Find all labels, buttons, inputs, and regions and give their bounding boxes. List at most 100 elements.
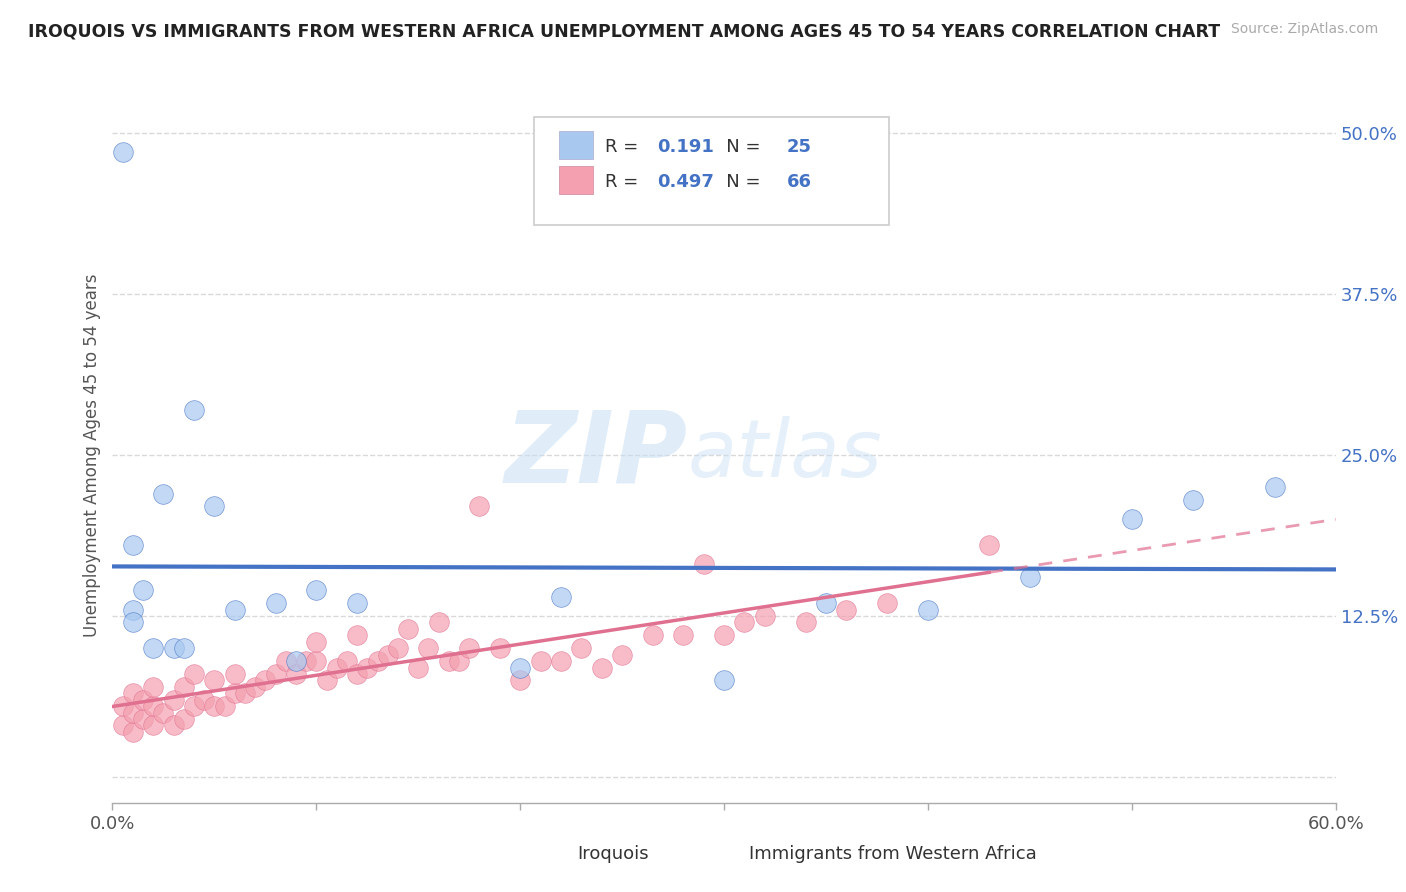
Point (1121, 512, 1143, 526)
Point (387, 641, 409, 656)
Text: R =: R = (606, 173, 644, 191)
Point (437, 654, 460, 668)
Point (835, 602, 858, 616)
Point (142, 641, 165, 656)
FancyBboxPatch shape (560, 131, 593, 159)
Point (979, 538, 1001, 552)
Text: 0.497: 0.497 (657, 173, 714, 191)
FancyBboxPatch shape (560, 166, 593, 194)
Point (264, 596, 287, 610)
Point (356, 660, 378, 674)
Point (163, 692, 186, 706)
Point (254, 673, 277, 688)
Point (427, 615, 450, 630)
Point (529, 654, 551, 668)
Point (713, 628, 735, 642)
Text: IROQUOIS VS IMMIGRANTS FROM WESTERN AFRICA UNEMPLOYMENT AMONG AGES 45 TO 54 YEAR: IROQUOIS VS IMMIGRANTS FROM WESTERN AFRI… (28, 22, 1220, 40)
Point (284, 667, 308, 681)
Point (274, 654, 297, 668)
Point (550, 654, 572, 668)
Point (610, 648, 633, 662)
Text: N =: N = (710, 173, 766, 191)
Point (132, 583, 155, 598)
FancyBboxPatch shape (710, 839, 737, 868)
Point (336, 654, 359, 668)
Point (214, 699, 236, 714)
Point (204, 673, 226, 688)
Point (111, 718, 134, 732)
Point (734, 615, 756, 630)
Point (224, 602, 246, 616)
Point (396, 622, 419, 636)
Point (122, 538, 145, 552)
Point (550, 590, 572, 604)
Point (111, 145, 134, 160)
Point (489, 641, 512, 656)
Y-axis label: Unemployment Among Ages 45 to 54 years: Unemployment Among Ages 45 to 54 years (83, 273, 101, 637)
Point (408, 660, 430, 674)
Point (509, 660, 531, 674)
Point (754, 609, 776, 624)
Point (183, 699, 205, 714)
Point (876, 596, 898, 610)
Text: Source: ZipAtlas.com: Source: ZipAtlas.com (1230, 22, 1378, 37)
Point (917, 602, 939, 616)
Point (122, 706, 145, 720)
Point (122, 615, 145, 630)
Text: ZIP: ZIP (505, 407, 688, 503)
FancyBboxPatch shape (538, 839, 565, 868)
Text: atlas: atlas (688, 416, 882, 494)
Point (305, 583, 328, 598)
Text: N =: N = (710, 138, 766, 156)
Point (111, 699, 134, 714)
Point (122, 725, 145, 739)
Point (132, 692, 155, 706)
Point (295, 654, 318, 668)
Point (284, 654, 308, 668)
Point (346, 596, 368, 610)
Point (458, 641, 481, 656)
Point (224, 667, 246, 681)
Point (305, 654, 328, 668)
Point (163, 641, 186, 656)
Point (447, 654, 470, 668)
Point (713, 673, 735, 688)
Point (163, 718, 186, 732)
Point (571, 641, 593, 656)
Point (152, 706, 174, 720)
Point (233, 686, 256, 700)
Point (173, 641, 195, 656)
Point (815, 596, 838, 610)
Text: Immigrants from Western Africa: Immigrants from Western Africa (748, 845, 1036, 863)
Point (204, 500, 226, 514)
Point (142, 718, 165, 732)
Point (183, 402, 205, 417)
Point (152, 486, 174, 500)
Point (132, 712, 155, 726)
Point (794, 615, 817, 630)
Point (122, 686, 145, 700)
Point (509, 673, 531, 688)
Point (193, 692, 215, 706)
Point (183, 667, 205, 681)
Point (641, 628, 664, 642)
Point (245, 680, 267, 694)
Point (672, 628, 695, 642)
Point (468, 500, 491, 514)
Point (315, 673, 337, 688)
Point (224, 686, 246, 700)
Text: R =: R = (606, 138, 644, 156)
Point (693, 558, 716, 572)
Text: 0.191: 0.191 (657, 138, 714, 156)
Point (204, 699, 226, 714)
Point (305, 634, 328, 648)
Point (366, 654, 388, 668)
Point (142, 680, 165, 694)
Point (377, 648, 399, 662)
Point (591, 660, 613, 674)
Text: 25: 25 (786, 138, 811, 156)
Point (418, 641, 440, 656)
Point (173, 680, 195, 694)
Point (1264, 480, 1286, 494)
Point (326, 660, 349, 674)
